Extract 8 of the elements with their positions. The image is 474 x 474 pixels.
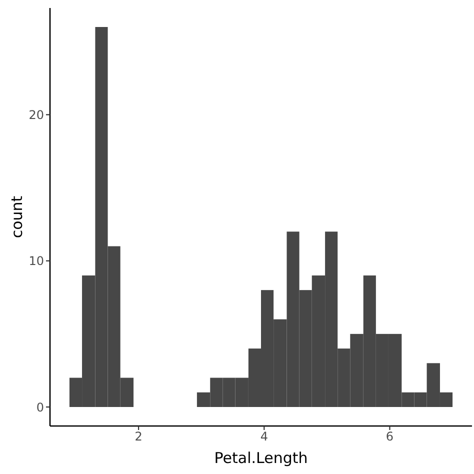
y-axis-title: count [8,196,26,238]
x-tick-label: 6 [386,430,394,444]
x-tick-label: 2 [134,430,142,444]
y-tick-label: 10 [28,254,44,268]
x-axis-title: Petal.Length [214,449,308,467]
y-tick-label: 20 [28,108,44,122]
x-tick-label: 4 [260,430,268,444]
y-tick-label: 0 [36,400,44,414]
